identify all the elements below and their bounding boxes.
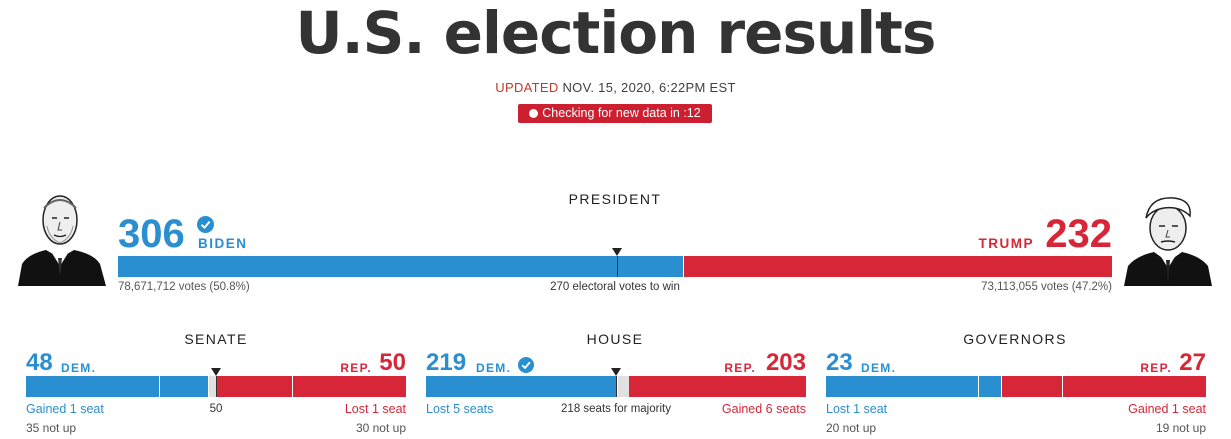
biden-winner-check-icon [197,216,214,233]
house-dem-label: DEM. [476,361,512,375]
trump-electoral-count: 232 [1045,212,1112,256]
senate-dem-not-up-divider [159,376,160,397]
governors-rep-not-up: 19 not up [1155,421,1206,435]
senate-threshold-line [216,376,217,397]
trump-popular-votes: 73,113,055 votes (47.2%) [981,281,1112,293]
biden-popular-votes: 78,671,712 votes (50.8%) [118,281,250,293]
president-dem-segment [118,256,684,277]
governors-label: GOVERNORS [963,331,1067,347]
house-dem-segment [426,376,618,397]
governors-dem-count: 23 [826,349,853,376]
president-threshold-marker [611,248,622,256]
trump-portrait-icon [1124,197,1212,286]
president-label: PRESIDENT [568,191,662,207]
house-threshold-label: 218 seats for majority [561,403,671,415]
president-dem-end-divider [683,256,685,277]
senate-rep-segment [216,376,406,397]
house-rep-change: Gained 6 seats [721,402,806,416]
senate-threshold-marker [211,368,221,376]
senate-undecided-segment [208,376,216,397]
governors-dem-segment [826,376,1001,397]
refresh-status-text: Checking for new data in :12 [542,106,701,120]
house-rep-segment [628,376,806,397]
senate-rep-not-up: 30 not up [355,421,406,435]
house-dem-winner-check-icon [518,357,534,373]
trump-name: TRUMP [978,236,1034,251]
house-dem-end-divider [617,376,619,397]
senate-rep-not-up-divider [292,376,293,397]
governors-rep-count: 27 [1179,349,1206,376]
governors-rep-segment [1000,376,1206,397]
governors-dem-change: Lost 1 seat [826,402,888,416]
senate-dem-count: 48 [26,349,53,376]
governors-dem-end-divider [1000,376,1002,397]
biden-electoral-count: 306 [118,212,185,256]
biden-portrait-icon [18,195,106,286]
president-electoral-bar [118,248,1112,277]
house-threshold-line [616,376,618,397]
president-threshold-line [616,256,618,277]
page-title: U.S. election results [295,0,937,67]
house-rep-count: 203 [765,349,806,376]
house-label: HOUSE [586,331,644,347]
biden-name: BIDEN [198,236,248,251]
senate-dem-segment [26,376,209,397]
governors-rep-change: Gained 1 seat [1128,402,1206,416]
governors-rep-label: REP. [1140,361,1172,375]
house-threshold-marker [611,368,622,376]
governors-dem-label: DEM. [861,361,897,375]
senate-rep-count: 50 [379,349,406,376]
house-dem-count: 219 [426,349,467,376]
refresh-status-badge: Checking for new data in :12 [518,104,712,123]
house-undecided-segment [617,376,629,397]
house-rep-label: REP. [724,361,756,375]
senate-threshold-label: 50 [209,403,223,415]
senate-dem-end-divider [208,376,210,397]
senate-dem-change: Gained 1 seat [26,402,104,416]
updated-time: NOV. 15, 2020, 6:22PM EST [562,80,736,95]
senate-rep-label: REP. [340,361,372,375]
senate-dem-not-up: 35 not up [26,421,77,435]
updated-label: UPDATED [495,80,559,95]
house-dem-change: Lost 5 seats [426,402,494,416]
president-rep-segment [683,256,1112,277]
governors-dem-not-up: 20 not up [826,421,877,435]
president-threshold-label: 270 electoral votes to win [550,281,680,293]
governors-seat-bar [826,376,1206,397]
senate-seat-bar [26,368,406,397]
senate-rep-change: Lost 1 seat [344,402,406,416]
updated-timestamp: UPDATED NOV. 15, 2020, 6:22PM EST [0,80,1231,95]
governors-dem-not-up-divider [978,376,979,397]
senate-dem-label: DEM. [61,361,97,375]
house-seat-bar [426,368,806,397]
senate-label: SENATE [184,331,248,347]
governors-rep-not-up-divider [1061,376,1063,397]
live-dot-icon [529,109,539,118]
